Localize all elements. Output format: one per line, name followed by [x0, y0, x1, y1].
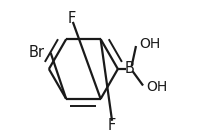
Text: Br: Br	[29, 45, 44, 60]
Text: F: F	[68, 11, 76, 26]
Text: B: B	[125, 62, 135, 76]
Text: OH: OH	[139, 37, 160, 51]
Text: F: F	[108, 118, 116, 133]
Text: OH: OH	[146, 80, 167, 94]
